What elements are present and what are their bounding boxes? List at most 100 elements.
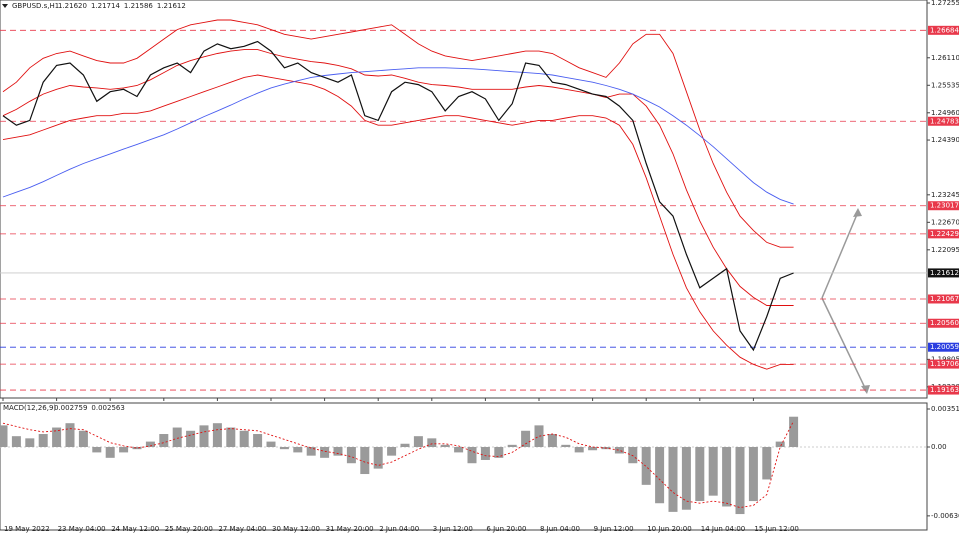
macd-bar [628,446,638,464]
series-line [2,40,794,352]
macd-bar [427,438,437,447]
forecast-arrow-down [821,297,867,391]
macd-bar [789,416,799,447]
level-label-box [928,385,959,395]
y-tick-label: 0.00 [931,443,947,451]
x-tick-label: 9 Jun 12:00 [594,525,634,533]
level-label-box [928,318,959,328]
x-tick-label: 10 Jun 20:00 [647,525,691,533]
level-label: 1.21067 [930,295,959,303]
x-tick-label: 2 Jun 04:00 [379,525,419,533]
macd-bar [494,446,504,458]
macd-bar [655,446,665,504]
macd-bar [762,446,772,480]
x-tick-label: 27 May 04:00 [218,525,266,533]
macd-bar [400,443,410,447]
macd-bar [159,434,169,447]
x-tick-label: 30 May 12:00 [272,525,320,533]
x-tick-label: 24 May 12:00 [111,525,159,533]
level-label: 1.23017 [930,202,959,210]
macd-frame [0,402,928,531]
y-tick-label: 1.24960 [931,109,959,117]
macd-bar [467,446,477,464]
header-value: 1.21714 [91,2,120,10]
macd-bar [534,425,544,447]
macd-bar [132,446,142,450]
macd-bar [65,423,75,447]
macd-bar [239,430,249,447]
macd-bar [521,430,531,447]
macd-bar [333,446,343,456]
macd-bar [735,446,745,515]
current-price-label: 1.21612 [930,269,959,277]
macd-bar [561,444,571,447]
macd-bar [588,446,598,451]
header-value: 1.21586 [124,2,153,10]
series-line [2,49,794,306]
y-tick-label: 1.19805 [931,355,959,363]
arrow-head [853,208,862,217]
macd-bar [454,446,464,453]
macd-bar [306,446,316,456]
macd-bar [440,444,450,447]
x-tick-label: 19 May 2022 [4,525,50,533]
header-value: 1.21612 [157,2,186,10]
current-price-box [928,268,959,278]
y-tick-label: 1.22095 [931,246,959,254]
x-tick-label: 25 May 20:00 [165,525,213,533]
macd-bar [722,446,732,507]
macd-bar [25,438,35,447]
macd-bar [695,446,705,502]
x-tick-label: 15 Jun 12:00 [754,525,798,533]
level-label: 1.19706 [930,360,959,368]
x-tick-label: 23 May 04:00 [58,525,106,533]
header-value: 0.002563 [91,404,124,412]
macd-bar [614,446,624,454]
macd-bar [266,441,276,447]
forecast-arrow-up [821,211,859,299]
level-label: 1.20059 [930,343,959,351]
macd-bar [0,425,8,447]
level-label-box [928,342,959,352]
level-label-box [928,25,959,35]
y-tick-label: 1.23245 [931,191,959,199]
macd-bar [775,441,785,447]
macd-bar [11,436,21,447]
macd-bar [253,434,263,447]
x-tick-label: 6 Jun 20:00 [486,525,526,533]
level-label: 1.19163 [930,386,959,394]
macd-bar [641,446,651,485]
y-tick-label: 1.26110 [931,54,959,62]
macd-bar [212,423,222,447]
macd-bar [681,446,691,510]
macd-bar [387,446,397,456]
x-tick-label: 31 May 20:00 [326,525,374,533]
macd-bar [748,446,758,502]
y-tick-label: 0.003514 [931,405,959,413]
macd-bar [186,430,196,447]
series-line [2,420,795,509]
series-line [2,74,794,370]
header-value: 0.002759 [54,404,87,412]
level-label: 1.26684 [930,26,959,34]
macd-bar [78,430,88,447]
macd-bar [38,434,48,447]
series-line [2,67,794,205]
macd-bar [52,427,62,447]
macd-bar [92,446,102,453]
level-label-box [928,201,959,211]
menu-icon [2,4,8,8]
chart-title: GBPUSD.s,H1 [12,2,59,10]
macd-bar [119,446,129,453]
y-tick-label: -0.006368 [931,512,959,520]
x-tick-label: 8 Jun 04:00 [540,525,580,533]
y-tick-label: 1.22670 [931,218,959,226]
macd-bar [574,446,584,453]
macd-bar [668,446,678,512]
y-tick-label: 1.27255 [931,0,959,7]
y-tick-label: 1.25535 [931,81,959,89]
header-value: 1.21620 [58,2,87,10]
macd-bar [293,446,303,453]
macd-bar [320,446,330,458]
